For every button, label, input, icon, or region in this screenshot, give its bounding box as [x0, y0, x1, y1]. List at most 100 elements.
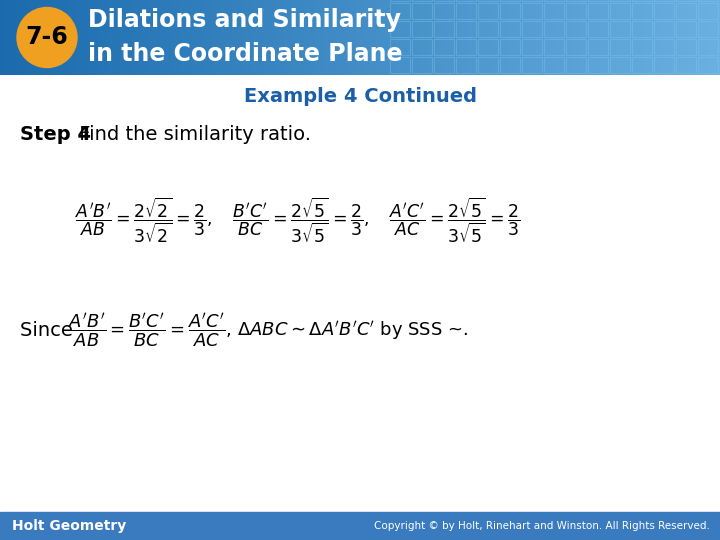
Bar	[626, 0, 629, 75]
Bar	[639, 0, 642, 75]
Bar	[405, 0, 408, 75]
Bar	[713, 0, 715, 75]
Bar	[133, 0, 135, 75]
Bar	[547, 0, 549, 75]
Bar	[78, 0, 80, 75]
Bar	[256, 0, 258, 75]
Bar	[673, 0, 675, 75]
Bar	[258, 0, 260, 75]
Bar	[649, 0, 652, 75]
Bar	[89, 0, 91, 75]
Bar	[189, 0, 192, 75]
Bar	[164, 0, 166, 75]
Bar	[508, 0, 510, 75]
Bar	[29, 0, 31, 75]
Bar	[495, 0, 498, 75]
Bar	[42, 0, 44, 75]
Bar	[97, 0, 99, 75]
Bar	[342, 0, 344, 75]
Bar	[606, 0, 609, 75]
Bar	[294, 0, 296, 75]
Bar	[576, 0, 578, 75]
Bar	[421, 0, 423, 75]
Bar	[360, 0, 362, 75]
Bar	[295, 0, 297, 75]
Bar	[588, 3, 608, 19]
Bar	[128, 0, 130, 75]
Bar	[400, 0, 402, 75]
Bar	[490, 0, 492, 75]
Bar	[205, 0, 207, 75]
Bar	[315, 0, 318, 75]
Bar	[0, 512, 720, 540]
Bar	[455, 0, 458, 75]
Bar	[575, 0, 577, 75]
Bar	[349, 0, 351, 75]
Bar	[387, 0, 390, 75]
Bar	[153, 0, 156, 75]
Bar	[109, 0, 112, 75]
Bar	[585, 0, 588, 75]
Bar	[517, 0, 519, 75]
Bar	[603, 0, 606, 75]
Bar	[500, 0, 520, 1]
Bar	[196, 0, 199, 75]
Bar	[439, 0, 441, 75]
Bar	[697, 0, 699, 75]
Circle shape	[17, 8, 77, 68]
Bar	[644, 0, 647, 75]
Bar	[121, 0, 123, 75]
Bar	[719, 0, 720, 75]
Bar	[432, 0, 434, 75]
Bar	[431, 0, 433, 75]
Bar	[347, 0, 350, 75]
Bar	[450, 0, 452, 75]
Bar	[677, 0, 679, 75]
Bar	[30, 0, 33, 75]
Bar	[702, 0, 704, 75]
Text: $\dfrac{A'B'}{AB} = \dfrac{B'C'}{BC} = \dfrac{A'C'}{AC}$, $\Delta ABC \sim \Delt: $\dfrac{A'B'}{AB} = \dfrac{B'C'}{BC} = \…	[68, 311, 468, 349]
Bar	[150, 0, 152, 75]
Bar	[654, 39, 674, 55]
Bar	[679, 0, 681, 75]
Bar	[676, 0, 696, 1]
Bar	[236, 0, 238, 75]
Bar	[40, 0, 42, 75]
Bar	[478, 57, 498, 73]
Bar	[319, 0, 321, 75]
Bar	[500, 3, 520, 19]
Bar	[275, 0, 278, 75]
Bar	[706, 0, 708, 75]
Bar	[527, 0, 530, 75]
Bar	[239, 0, 242, 75]
Bar	[416, 0, 418, 75]
Bar	[329, 0, 332, 75]
Bar	[281, 0, 283, 75]
Bar	[522, 0, 542, 1]
Bar	[412, 39, 432, 55]
Bar	[563, 0, 566, 75]
Bar	[130, 0, 132, 75]
Bar	[301, 0, 303, 75]
Bar	[171, 0, 174, 75]
Bar	[412, 0, 432, 1]
Bar	[272, 0, 274, 75]
Bar	[551, 0, 553, 75]
Bar	[599, 0, 602, 75]
Bar	[125, 0, 127, 75]
Bar	[35, 0, 37, 75]
Bar	[616, 0, 618, 75]
Text: Dilations and Similarity: Dilations and Similarity	[88, 8, 401, 32]
Bar	[683, 0, 685, 75]
Bar	[23, 0, 26, 75]
Bar	[376, 0, 379, 75]
Bar	[392, 0, 395, 75]
Bar	[566, 3, 586, 19]
Bar	[611, 0, 613, 75]
Bar	[225, 0, 228, 75]
Bar	[648, 0, 650, 75]
Bar	[362, 0, 364, 75]
Bar	[446, 0, 449, 75]
Bar	[232, 0, 235, 75]
Bar	[445, 0, 447, 75]
